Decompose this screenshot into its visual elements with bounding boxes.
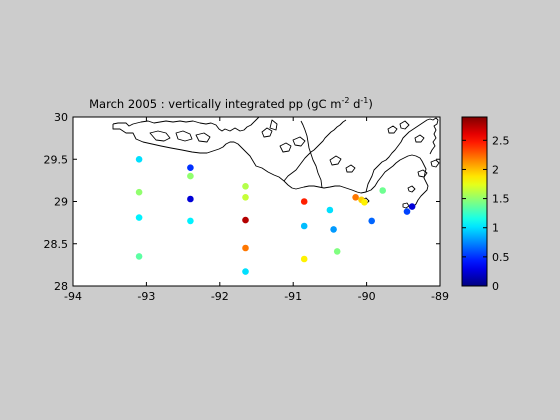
colorbar-tick-label: 0.5 xyxy=(492,251,510,264)
data-point xyxy=(352,194,359,201)
x-tick-label: -91 xyxy=(284,290,302,303)
data-point xyxy=(330,226,337,233)
y-tick-label: 28 xyxy=(54,280,68,293)
y-tick-label: 28.5 xyxy=(44,238,69,251)
data-point xyxy=(242,183,249,190)
data-point xyxy=(333,248,341,255)
coastline xyxy=(112,116,440,209)
data-point xyxy=(187,164,194,171)
colorbar-tick-label: 2.5 xyxy=(492,134,510,147)
colorbar-axis: 0 0.5 1 1.5 2 2.5 xyxy=(462,134,510,293)
data-point xyxy=(242,216,249,224)
data-point xyxy=(408,203,416,210)
y-tick-label: 30 xyxy=(54,111,68,124)
data-point xyxy=(403,208,411,215)
x-tick-label: -90 xyxy=(358,290,376,303)
data-point xyxy=(300,222,308,230)
title-lead: March 2005 : vertically integrated pp (g… xyxy=(89,97,341,111)
y-tick-label: 29 xyxy=(54,196,68,209)
title-exponent-2: -1 xyxy=(360,96,368,105)
data-point xyxy=(135,156,143,163)
scatter-points xyxy=(135,156,416,275)
title-tail: ) xyxy=(368,97,373,111)
x-tick-label: -92 xyxy=(211,290,229,303)
data-point xyxy=(135,214,143,221)
data-point xyxy=(242,244,249,252)
chart-title: March 2005 : vertically integrated pp (g… xyxy=(89,96,373,111)
data-point xyxy=(361,199,368,206)
data-point xyxy=(187,195,194,203)
y-tick-label: 29.5 xyxy=(44,153,69,166)
data-point xyxy=(379,187,387,194)
title-exponent-1: -2 xyxy=(341,96,349,105)
title-mid: d xyxy=(349,97,360,111)
data-point xyxy=(368,217,376,225)
x-tick-label: -94 xyxy=(64,290,82,303)
x-tick-label: -93 xyxy=(137,290,155,303)
colorbar-tick-label: 1.5 xyxy=(492,193,510,206)
data-point xyxy=(135,188,143,196)
colorbar-tick-label: 0 xyxy=(492,280,499,293)
data-point xyxy=(300,198,308,205)
data-point xyxy=(300,255,308,263)
data-point xyxy=(135,253,143,260)
data-point xyxy=(242,194,249,201)
x-tick-label: -89 xyxy=(431,290,449,303)
x-axis: -94 -93 -92 -91 -90 -89 xyxy=(64,117,449,303)
y-axis: 28 28.5 29 29.5 30 xyxy=(44,111,440,293)
data-point xyxy=(187,172,194,180)
colorbar-tick-label: 2 xyxy=(492,163,499,176)
colorbar xyxy=(461,116,488,287)
data-point xyxy=(187,217,194,225)
plot-area xyxy=(73,117,440,286)
data-point xyxy=(242,268,249,275)
data-point xyxy=(326,206,334,214)
colorbar-tick-label: 1 xyxy=(492,222,499,235)
